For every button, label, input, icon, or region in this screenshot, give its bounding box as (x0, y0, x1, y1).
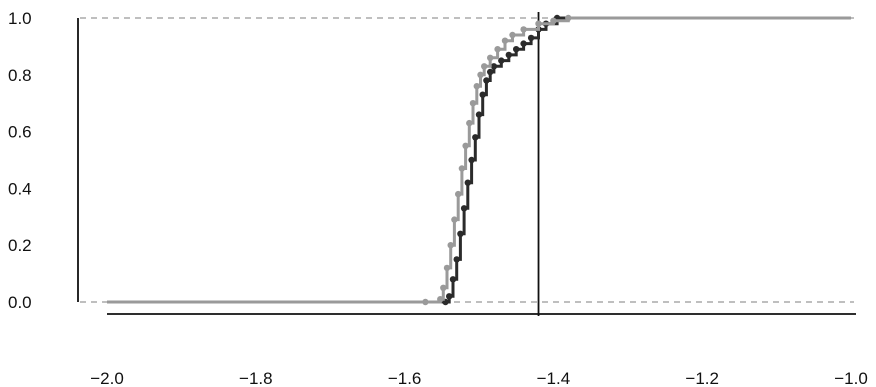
series-0-point-4 (453, 256, 460, 263)
series-0-point-8 (468, 156, 475, 164)
series-1-point-7 (455, 190, 462, 198)
series-1-point-3 (440, 284, 447, 291)
series-1-point-5 (447, 242, 454, 249)
series-1-point-10 (466, 119, 473, 127)
series-1-point-1 (422, 298, 429, 306)
series-1-point-11 (469, 100, 477, 107)
y-tick-labels: 0.0 0.2 0.4 0.6 0.8 1.0 (8, 9, 32, 312)
series-0-point-7 (464, 179, 471, 186)
series-0-point-12 (483, 77, 490, 84)
x-tick-label: −1.8 (239, 369, 273, 387)
series-0-point-5 (457, 230, 464, 237)
series-0-point-16 (505, 51, 512, 59)
axes (77, 18, 856, 315)
series-1-point-17 (501, 37, 509, 44)
y-tick-label: 0.0 (8, 293, 32, 312)
series-line-0 (107, 16, 851, 304)
x-tick-label: −1.0 (834, 369, 868, 387)
x-tick-label: −2.0 (90, 369, 124, 387)
x-tick-label: −1.2 (685, 369, 719, 387)
series-0-point-13 (487, 68, 494, 76)
series-1-point-2 (437, 296, 444, 303)
series-1-point-14 (481, 63, 488, 70)
series-0-point-11 (479, 91, 486, 98)
series-0-point-2 (446, 293, 453, 300)
series-0-point-10 (475, 111, 483, 118)
series-0-point-19 (527, 34, 535, 42)
series-0-point-9 (472, 134, 479, 141)
series-1-point-4 (443, 264, 451, 272)
series-1-point-9 (462, 142, 469, 149)
series-1-point-6 (451, 216, 458, 223)
y-tick-label: 0.4 (8, 179, 32, 198)
series-0-point-3 (449, 276, 457, 283)
series-0-point-17 (513, 46, 520, 53)
series-0-point-18 (520, 40, 527, 47)
series-0-point-14 (490, 63, 498, 70)
series-1-point-13 (477, 71, 484, 79)
series-line-1 (107, 16, 851, 304)
x-tick-label: −1.4 (537, 369, 571, 387)
x-tick-labels: −2.0 −1.8 −1.6 −1.4 −1.2 −1.0 (90, 369, 868, 387)
series-1-point-22 (565, 14, 572, 22)
y-tick-label: 0.8 (8, 66, 32, 85)
y-tick-label: 0.2 (8, 236, 32, 255)
series-1-point-18 (509, 31, 516, 39)
series-group (107, 14, 851, 306)
series-1-point-12 (473, 83, 480, 90)
x-tick-label: −1.6 (388, 369, 422, 387)
y-tick-label: 1.0 (8, 9, 32, 28)
series-1-point-15 (487, 54, 494, 61)
reference-lines (80, 12, 854, 316)
series-0-point-6 (460, 205, 468, 212)
series-1-point-20 (535, 20, 542, 27)
series-1-point-8 (458, 165, 466, 172)
series-0-point-15 (498, 57, 505, 64)
y-tick-label: 0.6 (8, 123, 32, 142)
series-1-point-16 (494, 46, 501, 53)
series-1-point-19 (520, 26, 527, 33)
series-1-point-21 (550, 17, 557, 24)
